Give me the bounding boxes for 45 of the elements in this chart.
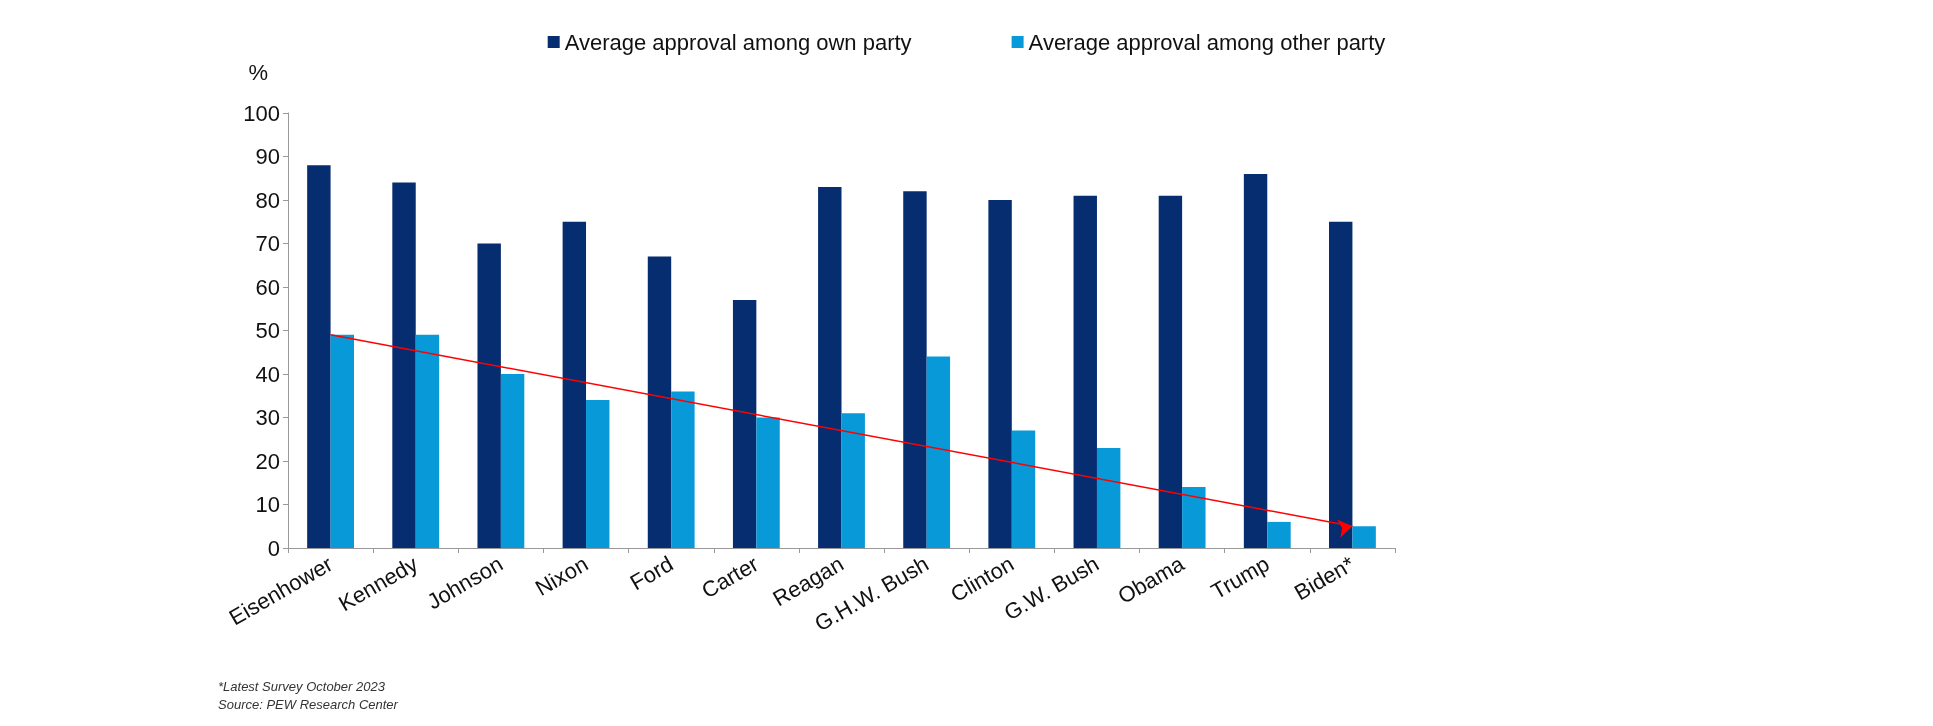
y-tick-label: 20 bbox=[255, 448, 280, 474]
bar bbox=[477, 243, 501, 548]
bar bbox=[841, 413, 865, 548]
y-tick-label: 10 bbox=[255, 492, 280, 517]
y-tick-label: 0 bbox=[267, 535, 280, 561]
bar bbox=[1158, 195, 1183, 548]
bar bbox=[1267, 521, 1291, 548]
bar bbox=[562, 221, 587, 548]
bar bbox=[1011, 430, 1036, 548]
bar bbox=[1182, 487, 1206, 548]
y-tick-label: 40 bbox=[255, 361, 280, 387]
bar bbox=[1352, 526, 1376, 548]
bar bbox=[988, 200, 1012, 548]
legend-label: Average approval among other party bbox=[1028, 29, 1386, 55]
x-tick-label: Trump bbox=[1206, 551, 1274, 605]
y-tick-label: 90 bbox=[255, 144, 280, 169]
y-tick-label: 50 bbox=[255, 318, 280, 343]
x-tick-label: Nixon bbox=[531, 551, 593, 601]
y-tick-label: 30 bbox=[255, 405, 280, 430]
bar bbox=[756, 417, 780, 548]
legend-label: Average approval among own party bbox=[564, 29, 912, 55]
bar bbox=[1096, 447, 1121, 548]
bar bbox=[500, 374, 525, 548]
y-tick-label: 80 bbox=[255, 187, 280, 213]
bar bbox=[903, 191, 927, 548]
bar bbox=[1243, 173, 1268, 548]
bar bbox=[415, 334, 440, 548]
y-tick-label: 100 bbox=[243, 100, 280, 126]
bar bbox=[926, 356, 951, 548]
bar bbox=[647, 256, 672, 548]
bar bbox=[330, 334, 354, 548]
source-note: Source: PEW Research Center bbox=[218, 697, 399, 712]
y-axis-title: % bbox=[248, 59, 268, 85]
bar bbox=[818, 186, 842, 548]
bar bbox=[586, 400, 610, 548]
bar bbox=[1073, 195, 1097, 548]
y-tick-label: 60 bbox=[255, 274, 280, 300]
x-tick-label: Ford bbox=[625, 551, 678, 596]
bar bbox=[1329, 221, 1353, 548]
bar bbox=[392, 182, 416, 548]
y-tick-label: 70 bbox=[255, 231, 280, 256]
bar bbox=[671, 391, 695, 548]
text: *Latest Survey October 2023 bbox=[218, 679, 386, 694]
bar bbox=[732, 300, 757, 548]
bar bbox=[307, 165, 331, 548]
